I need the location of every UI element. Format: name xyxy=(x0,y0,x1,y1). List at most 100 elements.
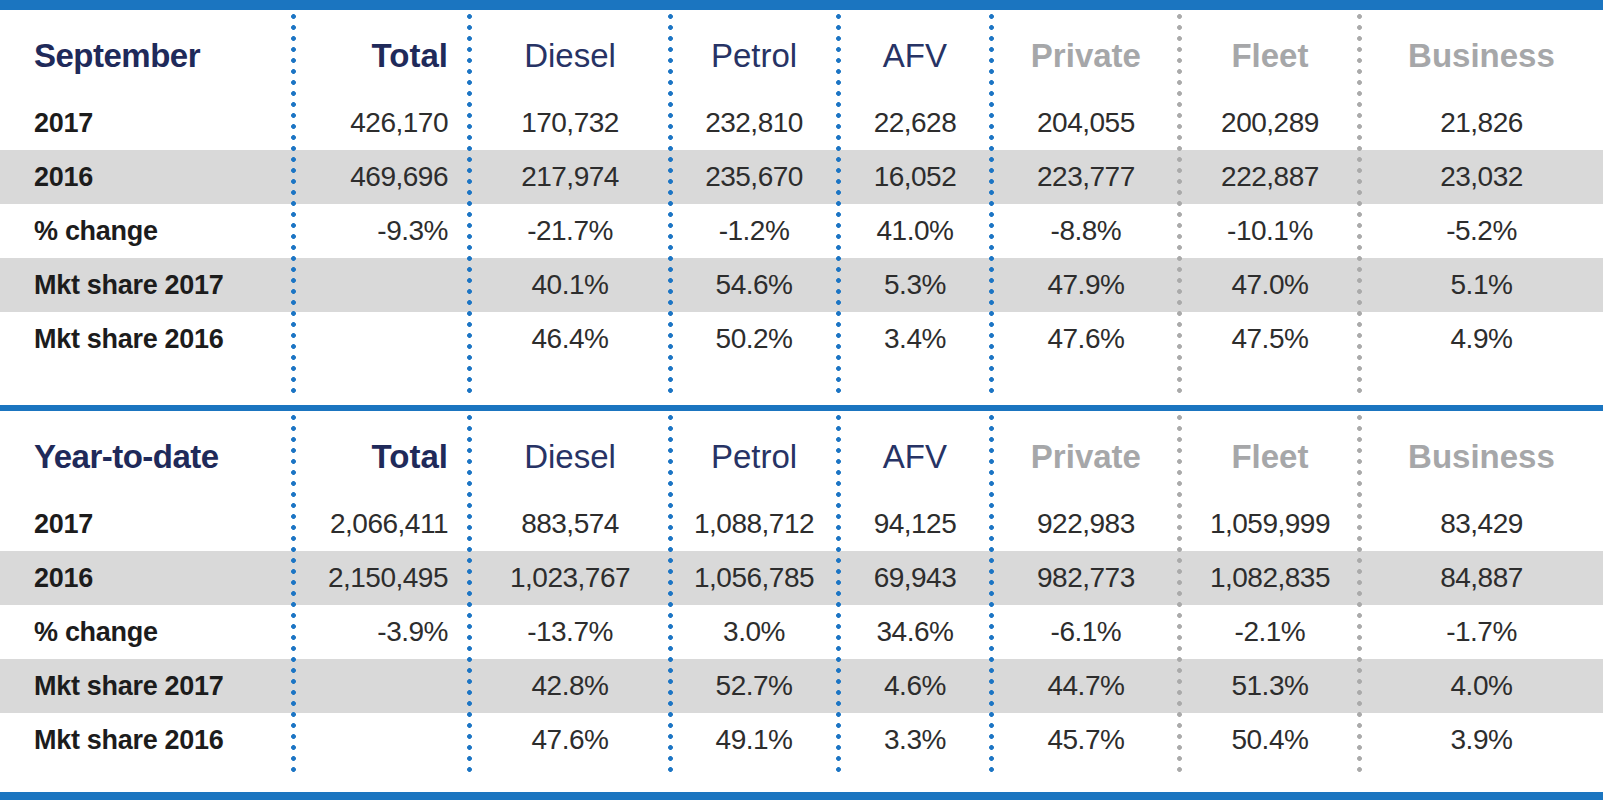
table-row: 2017426,170170,732232,81022,628204,05520… xyxy=(0,96,1603,150)
cell-private: 44.7% xyxy=(992,659,1180,713)
cell-afv: 5.3% xyxy=(838,258,992,312)
cell-total xyxy=(294,258,470,312)
cell-total xyxy=(294,713,470,767)
cell-private: 47.9% xyxy=(992,258,1180,312)
cell-private: -8.8% xyxy=(992,204,1180,258)
cell-business: 4.9% xyxy=(1360,312,1603,366)
cell-private: 982,773 xyxy=(992,551,1180,605)
cell-fleet: 51.3% xyxy=(1180,659,1360,713)
cell-business: 23,032 xyxy=(1360,150,1603,204)
table-row: Mkt share 2016 47.6%49.1%3.3%45.7%50.4%3.… xyxy=(0,713,1603,767)
cell-petrol: -1.2% xyxy=(670,204,838,258)
year-to-date-table-section: Year-to-date TotalDieselPetrolAFVPrivate… xyxy=(0,411,1603,787)
cell-fleet: 47.0% xyxy=(1180,258,1360,312)
cell-private: 47.6% xyxy=(992,312,1180,366)
top-accent-bar xyxy=(0,0,1603,10)
cell-afv: 34.6% xyxy=(838,605,992,659)
cell-afv: 94,125 xyxy=(838,497,992,551)
cell-petrol: 232,810 xyxy=(670,96,838,150)
column-header-total: Total xyxy=(294,411,470,497)
cell-total xyxy=(294,659,470,713)
row-label: 2017 xyxy=(0,497,294,551)
column-header-total: Total xyxy=(294,10,470,96)
cell-business: 21,826 xyxy=(1360,96,1603,150)
column-header-business: Business xyxy=(1360,411,1603,497)
september-table-section: September TotalDieselPetrolAFVPrivateFle… xyxy=(0,10,1603,405)
row-label: 2016 xyxy=(0,551,294,605)
cell-business: 4.0% xyxy=(1360,659,1603,713)
cell-fleet: 1,082,835 xyxy=(1180,551,1360,605)
row-label: Mkt share 2016 xyxy=(0,713,294,767)
cell-afv: 3.3% xyxy=(838,713,992,767)
cell-afv: 3.4% xyxy=(838,312,992,366)
column-header-fleet: Fleet xyxy=(1180,411,1360,497)
cell-fleet: 50.4% xyxy=(1180,713,1360,767)
cell-diesel: 1,023,767 xyxy=(470,551,670,605)
registrations-table-graphic: September TotalDieselPetrolAFVPrivateFle… xyxy=(0,0,1603,800)
cell-petrol: 235,670 xyxy=(670,150,838,204)
cell-business: -5.2% xyxy=(1360,204,1603,258)
cell-total: 2,150,495 xyxy=(294,551,470,605)
header-row: Year-to-date TotalDieselPetrolAFVPrivate… xyxy=(0,411,1603,497)
column-header-private: Private xyxy=(992,411,1180,497)
cell-fleet: 47.5% xyxy=(1180,312,1360,366)
table-row: % change-9.3%-21.7%-1.2%41.0%-8.8%-10.1%… xyxy=(0,204,1603,258)
row-label: 2016 xyxy=(0,150,294,204)
cell-afv: 41.0% xyxy=(838,204,992,258)
cell-private: 45.7% xyxy=(992,713,1180,767)
table-title: September xyxy=(0,10,294,96)
table-title: Year-to-date xyxy=(0,411,294,497)
cell-diesel: -13.7% xyxy=(470,605,670,659)
cell-petrol: 49.1% xyxy=(670,713,838,767)
cell-private: -6.1% xyxy=(992,605,1180,659)
column-header-petrol: Petrol xyxy=(670,10,838,96)
column-header-fleet: Fleet xyxy=(1180,10,1360,96)
cell-diesel: -21.7% xyxy=(470,204,670,258)
row-label: Mkt share 2017 xyxy=(0,659,294,713)
cell-total xyxy=(294,312,470,366)
cell-total: -9.3% xyxy=(294,204,470,258)
cell-diesel: 47.6% xyxy=(470,713,670,767)
table-row: 20172,066,411883,5741,088,71294,125922,9… xyxy=(0,497,1603,551)
cell-fleet: 222,887 xyxy=(1180,150,1360,204)
column-header-private: Private xyxy=(992,10,1180,96)
cell-diesel: 883,574 xyxy=(470,497,670,551)
column-header-afv: AFV xyxy=(838,411,992,497)
column-header-business: Business xyxy=(1360,10,1603,96)
cell-diesel: 40.1% xyxy=(470,258,670,312)
cell-private: 204,055 xyxy=(992,96,1180,150)
row-label: 2017 xyxy=(0,96,294,150)
cell-diesel: 46.4% xyxy=(470,312,670,366)
cell-business: 3.9% xyxy=(1360,713,1603,767)
cell-fleet: -10.1% xyxy=(1180,204,1360,258)
cell-diesel: 42.8% xyxy=(470,659,670,713)
cell-petrol: 3.0% xyxy=(670,605,838,659)
column-header-diesel: Diesel xyxy=(470,10,670,96)
cell-petrol: 54.6% xyxy=(670,258,838,312)
table-body: 2017426,170170,732232,81022,628204,05520… xyxy=(0,96,1603,366)
cell-business: -1.7% xyxy=(1360,605,1603,659)
header-row: September TotalDieselPetrolAFVPrivateFle… xyxy=(0,10,1603,96)
cell-business: 83,429 xyxy=(1360,497,1603,551)
table-row: 2016469,696217,974235,67016,052223,77722… xyxy=(0,150,1603,204)
cell-diesel: 217,974 xyxy=(470,150,670,204)
cell-afv: 4.6% xyxy=(838,659,992,713)
table-row: Mkt share 2016 46.4%50.2%3.4%47.6%47.5%4.… xyxy=(0,312,1603,366)
cell-petrol: 1,088,712 xyxy=(670,497,838,551)
bottom-accent-bar xyxy=(0,792,1603,800)
cell-petrol: 50.2% xyxy=(670,312,838,366)
table-row: 20162,150,4951,023,7671,056,78569,943982… xyxy=(0,551,1603,605)
cell-total: -3.9% xyxy=(294,605,470,659)
cell-business: 84,887 xyxy=(1360,551,1603,605)
cell-fleet: 1,059,999 xyxy=(1180,497,1360,551)
september-table: September TotalDieselPetrolAFVPrivateFle… xyxy=(0,10,1603,366)
column-header-petrol: Petrol xyxy=(670,411,838,497)
cell-fleet: -2.1% xyxy=(1180,605,1360,659)
cell-afv: 16,052 xyxy=(838,150,992,204)
row-label: Mkt share 2016 xyxy=(0,312,294,366)
cell-private: 223,777 xyxy=(992,150,1180,204)
table-row: Mkt share 201742.8%52.7%4.6%44.7%51.3%4.… xyxy=(0,659,1603,713)
cell-private: 922,983 xyxy=(992,497,1180,551)
column-header-afv: AFV xyxy=(838,10,992,96)
cell-afv: 22,628 xyxy=(838,96,992,150)
